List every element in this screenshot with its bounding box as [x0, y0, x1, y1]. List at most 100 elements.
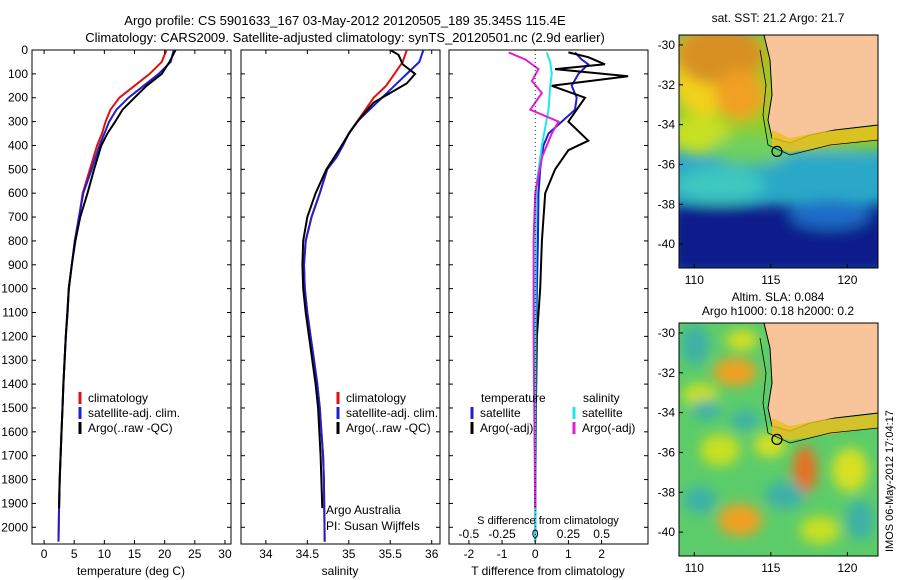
s-tick-label: -0.25 [488, 527, 516, 541]
legend-label-s-argo: Argo(-adj) [582, 421, 635, 435]
salinity-axes [240, 49, 441, 545]
depth-tick-label: 1100 [2, 306, 28, 320]
legend-label-climatology: climatology [346, 391, 406, 405]
legend-label-climatology: climatology [88, 391, 148, 405]
x-tick-label: 34.5 [296, 547, 320, 561]
sst-map-title: sat. SST: 21.2 Argo: 21.7 [712, 11, 845, 25]
x-tick-label: 35.5 [379, 547, 403, 561]
difference-xlabel-S: S difference from climatology [477, 515, 619, 527]
footer-timestamp: IMOS 06-May-2012 17:04:17 [884, 410, 896, 552]
x-tick-label: 34 [259, 547, 273, 561]
legend-label-t-satellite: satellite [480, 406, 521, 420]
x-tick-label: 5 [71, 547, 78, 561]
x-tick-label: 35 [342, 547, 356, 561]
depth-tick-label: 1400 [1, 377, 28, 391]
temperature-series [57, 50, 177, 542]
legend-label-argo: Argo(..raw -QC) [88, 421, 173, 435]
depth-tick-label: 1700 [1, 449, 28, 463]
depth-axis: 0 100 200 300 400 500 600 700 800 900 1000 1100 1200… [1, 43, 648, 534]
difference-legend: temperature salinity satellite Argo(-adj… [470, 391, 635, 435]
legend-header-temperature: temperature [481, 391, 546, 405]
depth-tick-label: 700 [8, 210, 28, 224]
salinity-series [301, 50, 425, 542]
lat-tick-label: -36 [658, 157, 676, 171]
temperature-x-axis: 0 5 10 15 20 25 30 [41, 50, 232, 561]
difference-xlabel-T: T difference from climatology [471, 564, 625, 578]
depth-tick-label: 800 [8, 234, 28, 248]
sla-map-title-line2: Argo h1000: 0.18 h2000: 0.2 [702, 304, 854, 318]
depth-tick-label: 1000 [1, 282, 28, 296]
sst-map [679, 35, 878, 268]
lat-tick-label: -40 [658, 237, 676, 251]
x-tick-label: 0 [41, 547, 48, 561]
lon-tick-label: 110 [685, 273, 704, 287]
difference-series [508, 51, 629, 542]
figure-title-line1: Argo profile: CS 5901633_167 03-May-2012… [124, 13, 566, 28]
depth-tick-label: 100 [8, 67, 28, 81]
x-tick-label: 15 [128, 547, 142, 561]
s-tick-label: 0.5 [593, 527, 610, 541]
x-tick-label: 10 [98, 547, 112, 561]
sla-map-title-line1: Altim. SLA: 0.084 [732, 290, 825, 304]
x-tick-label: -1 [497, 547, 508, 561]
lat-tick-label: -32 [658, 366, 676, 380]
depth-tick-label: 900 [8, 258, 28, 272]
legend-label-s-satellite: satellite [582, 406, 623, 420]
salinity-x-axis: 34 34.5 35 35.5 36 [259, 50, 439, 561]
x-tick-label: 25 [188, 547, 202, 561]
salinity-legend: climatology satellite-adj. clim. Argo(..… [336, 391, 438, 435]
depth-tick-label: 1300 [1, 353, 28, 367]
float-position-marker [771, 145, 783, 158]
depth-tick-label: 400 [8, 138, 28, 152]
temperature-axes [31, 49, 232, 545]
series-line [301, 50, 417, 509]
series-line [534, 52, 553, 542]
lat-tick-label: -30 [658, 326, 676, 340]
lon-tick-label: 115 [761, 273, 780, 287]
s-tick-label: 0.25 [557, 527, 581, 541]
x-tick-label: 1 [565, 547, 572, 561]
legend-label-satellite: satellite-adj. clim. [88, 406, 180, 420]
lat-tick-label: -40 [658, 525, 676, 539]
figure-title-line2: Climatology: CARS2009. Satellite-adjuste… [85, 30, 605, 45]
series-line [534, 51, 629, 509]
depth-tick-label: 300 [8, 115, 28, 129]
series-line [58, 50, 177, 509]
x-tick-label: 0 [532, 547, 539, 561]
s-tick-label: -0.5 [459, 527, 480, 541]
sla-map-axes: 110 115 120 -30 -32 -34 -36 -38 -40 [658, 326, 858, 575]
x-tick-label: 2 [598, 547, 605, 561]
depth-tick-label: 200 [8, 91, 28, 105]
temperature-legend: climatology satellite-adj. clim. Argo(..… [78, 391, 180, 435]
sst-map-axes: 110 115 120 -30 -32 -34 -36 -38 -40 [658, 38, 858, 287]
series-line [508, 51, 560, 509]
depth-tick-label: 600 [8, 186, 28, 200]
salinity-xlabel: salinity [322, 564, 359, 578]
lon-tick-label: 120 [837, 273, 857, 287]
depth-tick-label: 1800 [1, 473, 28, 487]
depth-tick-label: 1200 [1, 329, 28, 343]
lat-tick-label: -34 [658, 406, 676, 420]
depth-tick-label: 2000 [1, 520, 28, 534]
x-tick-label: -2 [464, 547, 475, 561]
lat-tick-label: -34 [658, 118, 676, 132]
x-tick-label: 20 [158, 547, 172, 561]
legend-label-satellite: satellite-adj. clim. [346, 406, 438, 420]
depth-tick-label: 500 [8, 162, 28, 176]
lon-tick-label: 120 [837, 561, 857, 575]
legend-header-salinity: salinity [583, 391, 620, 405]
difference-x-axis: -2 -1 0 1 2 -0.5 -0.25 0 0.25 0.5 [459, 50, 610, 561]
x-tick-label: 36 [425, 547, 439, 561]
lat-tick-label: -32 [658, 78, 676, 92]
lon-tick-label: 110 [685, 561, 704, 575]
sst-map-frame [678, 34, 879, 269]
lat-tick-label: -30 [658, 38, 676, 52]
sla-map-frame [678, 322, 879, 557]
depth-tick-label: 1600 [1, 425, 28, 439]
difference-axes [448, 49, 649, 545]
depth-tick-label: 1500 [1, 401, 28, 415]
lat-tick-label: -36 [658, 445, 676, 459]
annotation-argo-australia: Argo Australia [326, 503, 401, 517]
s-tick-label: 0 [532, 527, 539, 541]
